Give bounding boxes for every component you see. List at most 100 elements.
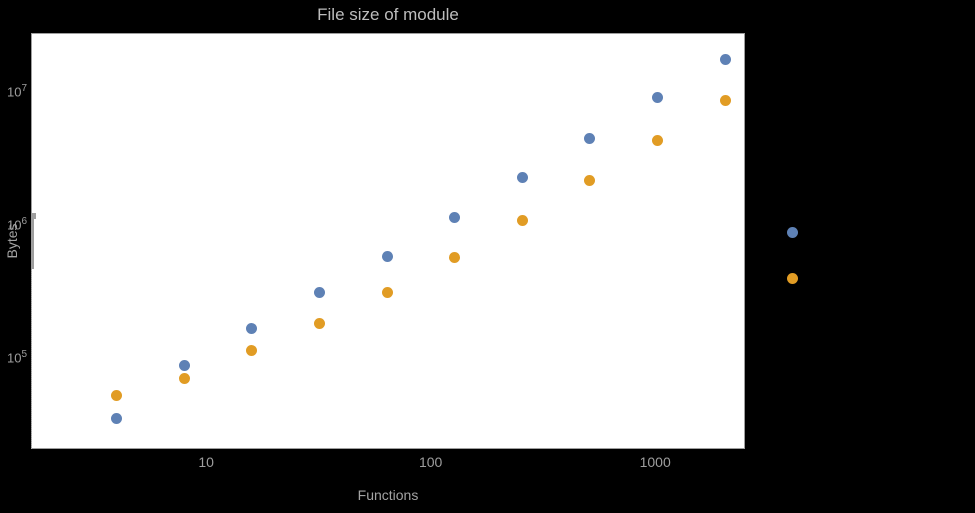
y-tick-mark xyxy=(31,240,34,241)
y-tick-mark xyxy=(31,218,36,219)
x-tick-mark xyxy=(31,150,32,153)
x-tick-mark xyxy=(31,198,32,201)
y-tick-mark xyxy=(31,226,34,227)
data-point xyxy=(516,214,528,226)
x-tick-mark xyxy=(31,93,32,96)
x-tick-mark xyxy=(31,58,32,63)
data-point xyxy=(314,287,326,299)
x-tick-mark xyxy=(31,126,32,129)
data-point xyxy=(787,273,799,285)
plot-frame xyxy=(31,33,745,449)
y-tick-mark xyxy=(31,246,34,247)
data-point xyxy=(516,172,528,184)
x-tick-mark xyxy=(31,162,32,165)
x-axis-label: Functions xyxy=(357,487,419,503)
y-tick-mark xyxy=(31,230,34,231)
x-tick-mark xyxy=(31,210,32,213)
data-point xyxy=(652,92,663,104)
data-point xyxy=(178,372,190,384)
data-point xyxy=(246,344,258,356)
x-tick-mark xyxy=(31,90,32,93)
y-tick-mark xyxy=(31,255,34,256)
y-tick-mark xyxy=(31,236,34,237)
y-tick-mark xyxy=(31,215,36,216)
y-tick-mark xyxy=(31,263,34,264)
x-tick-mark xyxy=(31,186,32,189)
x-tick-mark xyxy=(31,132,32,135)
y-tick-mark xyxy=(31,243,34,244)
x-tick-mark xyxy=(31,114,32,117)
x-tick-mark xyxy=(31,183,32,186)
x-tick-mark xyxy=(31,38,32,43)
x-tick-mark xyxy=(31,105,32,108)
y-tick-mark xyxy=(31,256,34,257)
y-tick-mark xyxy=(31,221,34,222)
x-tick-mark xyxy=(31,81,32,84)
data-point xyxy=(652,134,663,146)
y-tick-mark xyxy=(31,258,34,259)
y-tick-mark xyxy=(31,252,34,253)
data-point xyxy=(178,359,190,371)
x-tick-mark xyxy=(31,153,32,156)
x-tick-mark xyxy=(31,165,32,168)
y-tick-mark xyxy=(31,235,34,236)
x-tick-mark xyxy=(31,189,32,192)
data-point xyxy=(787,226,799,238)
y-tick-mark xyxy=(31,237,34,238)
y-tick-mark xyxy=(31,231,34,232)
x-tick-mark xyxy=(31,111,32,114)
x-tick-mark xyxy=(31,33,32,38)
data-point xyxy=(584,174,596,186)
x-tick-mark xyxy=(31,72,32,75)
y-tick-mark xyxy=(31,234,34,235)
y-tick-mark xyxy=(31,214,36,215)
y-tick-mark xyxy=(31,238,34,239)
x-tick-mark xyxy=(31,135,32,138)
y-tick-mark xyxy=(31,247,34,248)
x-tick-mark xyxy=(31,96,32,99)
x-tick-mark xyxy=(31,84,32,87)
x-tick-mark xyxy=(31,138,32,141)
data-point xyxy=(246,323,258,335)
x-tick-mark xyxy=(31,168,32,171)
data-point xyxy=(449,212,461,224)
y-tick-mark xyxy=(31,259,34,260)
x-tick-mark xyxy=(31,129,32,132)
x-tick-mark xyxy=(31,195,32,198)
x-tick-label: 1000 xyxy=(639,454,671,470)
data-point xyxy=(449,252,461,264)
y-tick-mark xyxy=(31,248,34,249)
y-tick-mark xyxy=(31,213,36,214)
y-tick-mark xyxy=(31,227,34,228)
x-tick-mark xyxy=(31,63,32,66)
y-tick-mark xyxy=(31,223,34,224)
y-tick-mark xyxy=(31,251,34,252)
y-tick-label: 107 xyxy=(6,83,27,100)
data-point xyxy=(111,390,123,402)
y-tick-mark xyxy=(31,244,34,245)
x-tick-mark xyxy=(31,102,32,105)
data-point xyxy=(719,54,731,66)
x-tick-mark xyxy=(31,174,32,177)
x-tick-mark xyxy=(31,180,32,183)
y-tick-mark xyxy=(31,232,34,233)
x-tick-mark xyxy=(31,108,32,111)
x-tick-mark xyxy=(31,78,32,81)
y-tick-mark xyxy=(31,228,34,229)
x-tick-mark xyxy=(31,87,32,90)
x-tick-mark xyxy=(31,66,32,69)
y-tick-mark xyxy=(31,245,34,246)
y-tick-mark xyxy=(31,253,34,254)
x-tick-mark xyxy=(31,201,32,204)
x-tick-mark xyxy=(31,43,32,48)
chart-title: File size of module xyxy=(317,5,459,24)
x-tick-mark xyxy=(31,75,32,78)
y-tick-mark xyxy=(31,266,34,267)
y-tick-mark xyxy=(31,260,34,261)
x-tick-mark xyxy=(31,144,32,147)
x-tick-mark xyxy=(31,69,32,72)
y-tick-mark xyxy=(31,225,34,226)
y-tick-mark xyxy=(31,257,34,258)
y-tick-mark xyxy=(31,233,34,234)
